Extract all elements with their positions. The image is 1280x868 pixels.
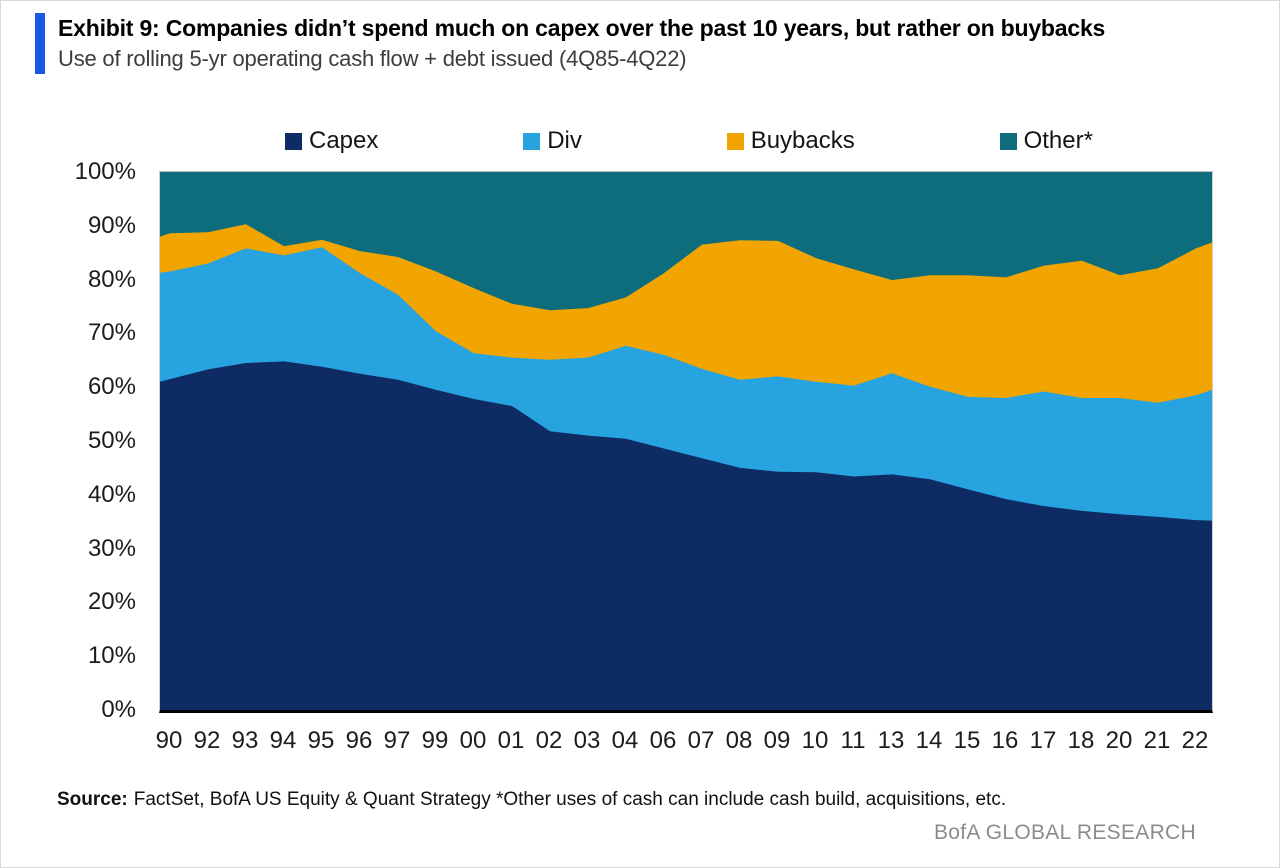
x-tick-label: 07 <box>687 727 715 754</box>
x-tick-label: 02 <box>535 727 563 754</box>
x-tick-label: 18 <box>1067 727 1095 754</box>
x-tick-label: 11 <box>840 727 866 754</box>
chart-legend: Capex Div Buybacks Other* <box>159 127 1211 155</box>
x-tick-label: 04 <box>611 727 639 754</box>
x-tick-label: 01 <box>497 727 525 754</box>
y-tick-label: 80% <box>87 265 136 293</box>
y-tick-label: 30% <box>87 534 136 562</box>
x-tick-label: 09 <box>763 727 791 754</box>
x-tick-label: 00 <box>459 727 487 754</box>
legend-swatch-other <box>999 132 1017 150</box>
x-tick-label: 14 <box>915 727 943 754</box>
x-tick-label: 03 <box>573 727 601 754</box>
plot-area <box>159 171 1213 713</box>
legend-item-buybacks: Buybacks <box>726 127 855 155</box>
y-tick-label: 70% <box>87 319 136 347</box>
exhibit-subtitle: Use of rolling 5-yr operating cash flow … <box>58 46 687 71</box>
legend-label-div: Div <box>547 127 582 154</box>
y-tick-label: 10% <box>87 642 136 670</box>
exhibit-header: Exhibit 9: Companies didn’t spend much o… <box>35 13 1105 74</box>
legend-item-div: Div <box>523 127 582 155</box>
y-tick-label: 50% <box>87 427 136 454</box>
x-tick-label: 20 <box>1105 727 1133 754</box>
y-tick-label: 40% <box>87 480 136 508</box>
legend-label-capex: Capex <box>309 127 379 154</box>
x-tick-label: 06 <box>649 727 677 754</box>
legend-label-other: Other* <box>1023 127 1093 154</box>
x-tick-label: 13 <box>877 727 905 754</box>
exhibit-title: Exhibit 9: Companies didn’t spend much o… <box>58 15 1106 41</box>
x-tick-label: 99 <box>421 727 449 754</box>
x-tick-label: 21 <box>1143 727 1171 754</box>
x-tick-label: 16 <box>991 727 1019 754</box>
legend-item-other: Other* <box>999 127 1093 155</box>
x-tick-label: 17 <box>1029 727 1057 754</box>
x-tick-label: 94 <box>269 727 297 754</box>
y-tick-label: 20% <box>87 588 136 616</box>
legend-label-buybacks: Buybacks <box>750 127 855 154</box>
x-tick-label: 15 <box>953 727 981 754</box>
legend-item-capex: Capex <box>285 127 378 155</box>
x-tick-label: 93 <box>231 727 259 754</box>
x-tick-label: 97 <box>383 727 411 754</box>
x-tick-label: 95 <box>307 727 335 754</box>
source-row: Source: FactSet, BofA US Equity & Quant S… <box>57 789 1006 811</box>
area-capex <box>160 361 1212 710</box>
x-tick-label: 08 <box>725 727 753 754</box>
y-tick-label: 60% <box>87 373 136 401</box>
y-tick-label: 0% <box>101 696 136 723</box>
y-tick-label: 90% <box>87 211 136 239</box>
x-tick-label: 22 <box>1181 727 1209 754</box>
title-accent-bar <box>35 13 45 74</box>
bofa-global-research-watermark: BofA GLOBAL RESEARCH <box>934 821 1196 844</box>
x-tick-label: 90 <box>155 727 183 754</box>
legend-swatch-div <box>523 132 541 150</box>
stacked-area-chart <box>160 172 1212 710</box>
x-axis-labels: 90 92 93 94 95 96 97 99 00 01 02 03 04 06 07 08 09 10 11 13… <box>155 725 1211 757</box>
y-tick-label: 100% <box>74 158 136 185</box>
x-tick-label: 10 <box>801 727 829 754</box>
source-text: FactSet, BofA US Equity & Quant Strategy… <box>133 789 1007 810</box>
legend-swatch-capex <box>285 132 302 150</box>
x-tick-label: 92 <box>193 727 221 754</box>
x-tick-label: 96 <box>345 727 373 754</box>
legend-swatch-buybacks <box>726 132 744 150</box>
source-label: Source: <box>57 789 128 810</box>
title-block: Exhibit 9: Companies didn’t spend much o… <box>58 13 1105 74</box>
y-axis-labels: 100% 90% 80% 70% 60% 50% 40% 30% 20% 10% 0% <box>1 158 136 723</box>
